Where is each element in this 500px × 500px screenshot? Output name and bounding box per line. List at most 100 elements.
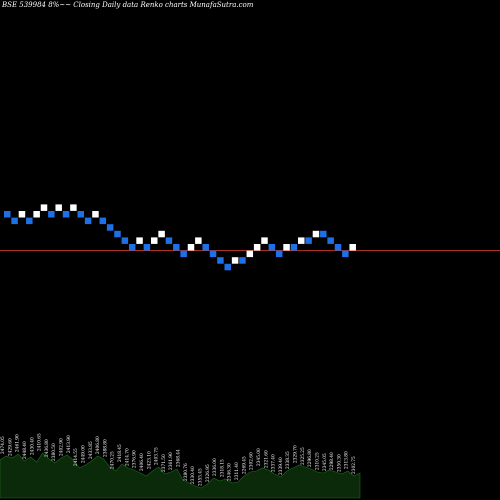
volume-label: 2310.25 xyxy=(315,452,320,470)
volume-label: 2403.75 xyxy=(155,447,160,465)
volume-area xyxy=(0,452,361,499)
volume-label: 2418.45 xyxy=(118,444,123,462)
renko-brick-down xyxy=(305,237,312,244)
renko-brick-down xyxy=(165,237,173,244)
volume-label: 2269.45 xyxy=(242,456,247,474)
renko-brick-down xyxy=(334,244,342,251)
renko-brick-up xyxy=(33,211,40,218)
renko-brick-up xyxy=(283,244,290,251)
renko-brick-down xyxy=(268,244,276,251)
volume-label: 2371.50 xyxy=(162,454,167,472)
volume-area-path xyxy=(0,452,361,499)
volume-label: 2430.40 xyxy=(30,437,35,455)
renko-brick-down xyxy=(4,211,11,218)
volume-label: 2436.80 xyxy=(45,439,50,457)
volume-label: 2326.95 xyxy=(206,464,211,482)
volume-label: 2338.35 xyxy=(286,451,291,469)
volume-labels: 2474.05 2429.60 2461.90 2448.40 2430.40 2410.… xyxy=(1,433,357,486)
volume-label: 2313.80 xyxy=(345,451,350,469)
volume-label: 2302.75 xyxy=(352,456,357,474)
volume-label: 2414.70 xyxy=(125,448,130,466)
renko-brick-up xyxy=(18,211,26,218)
renko-brick-up xyxy=(261,237,268,244)
volume-label: 2336.00 xyxy=(213,458,218,476)
volume-label: 2321.60 xyxy=(264,450,269,468)
volume-label: 2296.80 xyxy=(308,449,313,467)
chart-title: BSE 539984 8%~~ Closing Daily data Renko… xyxy=(1,1,254,9)
volume-label: 2325.25 xyxy=(301,447,306,465)
renko-brick-down xyxy=(217,257,224,264)
renko-brick-up xyxy=(158,230,165,238)
renko-brick-down xyxy=(320,230,327,238)
volume-label: 2345.05 xyxy=(323,453,328,471)
renko-brick-down xyxy=(275,250,283,258)
renko-brick-down xyxy=(84,217,92,225)
renko-brick-up xyxy=(253,244,261,251)
volume-label: 2414.55 xyxy=(74,448,79,466)
renko-brick-down xyxy=(224,263,231,271)
volume-label: 2410.65 xyxy=(38,433,43,451)
volume-label: 2311.40 xyxy=(235,462,240,480)
renko-brick-down xyxy=(180,250,187,258)
renko-brick-up xyxy=(246,250,254,258)
renko-brick-up xyxy=(136,237,143,244)
renko-brick-up xyxy=(195,237,202,244)
renko-brick-up xyxy=(92,211,99,218)
renko-brick-down xyxy=(11,217,18,225)
volume-label: 2318.15 xyxy=(220,459,225,477)
volume-label: 2355.45 xyxy=(198,468,203,486)
renko-brick-up xyxy=(312,230,320,238)
volume-label: 2470.25 xyxy=(111,451,116,469)
volume-label: 2429.60 xyxy=(8,438,13,456)
renko-brick-down xyxy=(121,237,129,244)
volume-label: 2449.00 xyxy=(81,445,86,463)
volume-label: 2413.90 xyxy=(67,435,72,453)
renko-brick-down xyxy=(26,217,33,225)
renko-brick-up xyxy=(70,204,77,211)
renko-brick-down xyxy=(114,230,121,238)
volume-label: 2448.40 xyxy=(23,441,28,459)
renko-brick-up xyxy=(231,257,239,264)
volume-label: 2337.40 xyxy=(272,454,277,472)
renko-brick-up xyxy=(187,244,195,251)
volume-label: 2406.80 xyxy=(96,436,101,454)
renko-brick-down xyxy=(327,237,334,244)
renko-brick-down xyxy=(62,211,70,218)
renko-brick-up xyxy=(55,204,62,211)
volume-label: 2376.90 xyxy=(133,450,138,468)
renko-brick-down xyxy=(99,217,107,225)
renko-brick-down xyxy=(143,244,151,251)
volume-label: 2345.00 xyxy=(257,448,262,466)
volume-label: 2461.90 xyxy=(16,434,21,452)
renko-brick-up xyxy=(151,237,158,244)
volume-label: 2423.10 xyxy=(147,451,152,469)
renko-brick-down xyxy=(48,211,55,218)
volume-label: 2302.60 xyxy=(250,452,255,470)
volume-label: 2380.50 xyxy=(52,443,57,461)
volume-label: 2406.40 xyxy=(140,453,145,471)
renko-brick-down xyxy=(106,224,114,231)
volume-label: 2346.30 xyxy=(228,463,233,481)
renko-brick-up xyxy=(349,244,356,251)
volume-label: 2402.90 xyxy=(60,438,65,456)
volume-label: 2433.85 xyxy=(89,441,94,459)
volume-label: 2329.70 xyxy=(294,445,299,463)
renko-brick-down xyxy=(290,244,298,251)
renko-brick-up xyxy=(40,204,48,211)
volume-label: 2368.44 xyxy=(177,449,182,467)
renko-brick-down xyxy=(209,250,217,258)
volume-label: 2474.05 xyxy=(1,436,6,454)
volume-label: 2339.40 xyxy=(279,457,284,475)
renko-brick-down xyxy=(202,244,209,251)
volume-label: 2380.76 xyxy=(184,463,189,481)
renko-brick-down xyxy=(342,250,349,258)
volume-label: 2330.40 xyxy=(191,466,196,484)
volume-label: 2388.80 xyxy=(103,439,108,457)
renko-brick-down xyxy=(239,257,246,264)
renko-brick-down xyxy=(77,211,84,218)
volume-label: 2350.30 xyxy=(337,454,342,472)
volume-label: 2298.40 xyxy=(330,452,335,470)
renko-brick-down xyxy=(128,244,136,251)
renko-brick-down xyxy=(173,244,180,251)
